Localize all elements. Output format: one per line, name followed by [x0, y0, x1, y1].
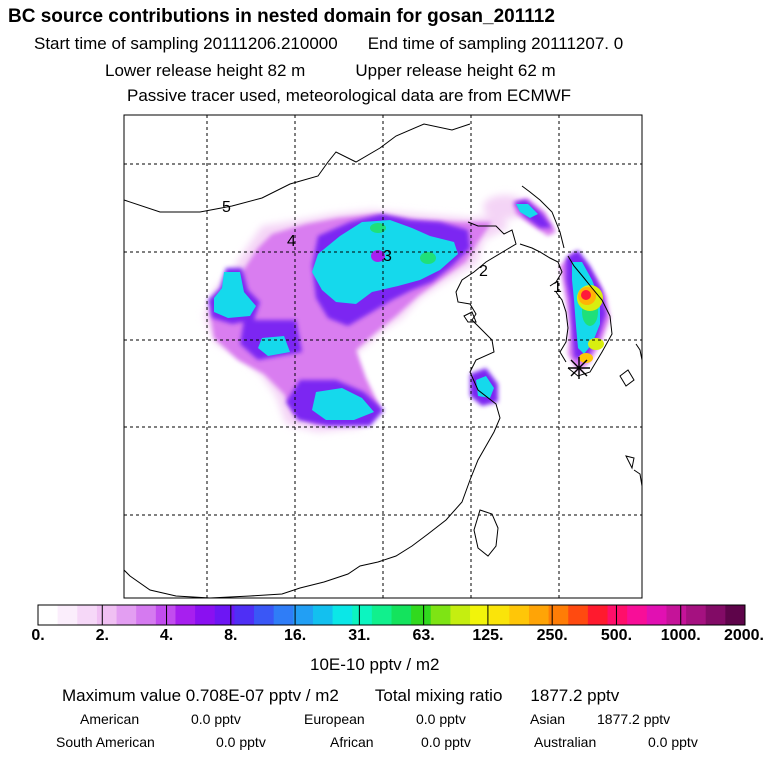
colorbar-swatch [470, 605, 491, 625]
maximum-value: Maximum value 0.708E-07 pptv / m2 [62, 686, 339, 705]
australian-label: Australian [534, 734, 597, 750]
tracer-note: Passive tracer used, meteorological data… [127, 86, 572, 105]
colorbar-tick-label: 250. [536, 627, 568, 644]
total-mixing-ratio-label: Total mixing ratio [374, 686, 503, 705]
colorbar-swatch [332, 605, 353, 625]
lat-lon-grid [124, 115, 642, 598]
region-label-1: 1 [553, 279, 562, 296]
colorbar-swatch [509, 605, 530, 625]
colorbar-unit: 10E-10 pptv / m2 [310, 655, 440, 674]
colorbar-tick-label: 2. [95, 627, 109, 644]
map-frame [123, 114, 643, 599]
start-time: Start time of sampling 20111206.210000 [34, 34, 338, 53]
asian-value: 1877.2 pptv [597, 711, 671, 727]
colorbar-swatch [96, 605, 118, 625]
release-heights: Lower release height 82 m Upper release h… [105, 61, 556, 81]
colorbar [37, 604, 746, 626]
plume-hotspot [577, 285, 604, 363]
colorbar-swatch [627, 605, 648, 625]
colorbar-swatch [548, 605, 569, 625]
colorbar-swatch [489, 605, 510, 625]
american-label: American [80, 711, 140, 727]
colorbar-tick-label: 1000. [660, 627, 701, 644]
colorbar-swatch [57, 605, 78, 625]
colorbar-tick-label: 4. [159, 627, 174, 644]
colorbar-swatch [254, 605, 275, 625]
colorbar-swatch [293, 605, 314, 625]
colorbar-tick-label: 8. [224, 627, 238, 644]
european-value: 0.0 pptv [416, 711, 466, 727]
chart-title: BC source contributions in nested domain… [8, 6, 555, 27]
asian-label: Asian [530, 711, 566, 727]
region-label-4: 4 [287, 233, 296, 250]
colorbar-tick-label: 500. [600, 627, 633, 644]
colorbar-swatch [38, 605, 59, 625]
plume-peak-3 [371, 250, 385, 262]
colorbar-swatch [528, 605, 550, 625]
colorbar-swatch [234, 605, 255, 625]
colorbar-swatch [136, 605, 157, 625]
colorbar-swatch [391, 605, 412, 625]
colorbar-swatch [725, 605, 746, 625]
colorbar-tick-label: 2000. [723, 627, 764, 644]
colorbar-swatch [686, 605, 707, 625]
south-american-value: 0.0 pptv [216, 734, 266, 750]
region-label-3: 3 [383, 248, 392, 265]
colorbar-swatch [587, 605, 609, 625]
colorbar-swatch [430, 605, 451, 625]
australian-value: 0.0 pptv [648, 734, 698, 750]
american-value: 0.0 pptv [191, 711, 241, 727]
sampling-times: Start time of sampling 20111206.210000 En… [34, 34, 623, 54]
colorbar-tick-label: 31. [348, 627, 371, 644]
colorbar-frame [37, 604, 746, 626]
colorbar-tick-label: 16. [283, 627, 307, 644]
region-label-5: 5 [222, 199, 231, 216]
colorbar-swatch [568, 605, 589, 625]
south-american-label: South American [56, 734, 155, 750]
colorbar-swatch [646, 605, 667, 625]
colorbar-swatch [116, 605, 137, 625]
colorbar-swatch [195, 605, 216, 625]
star-icon [568, 357, 590, 379]
colorbar-swatch [666, 605, 687, 625]
colorbar-swatch [77, 605, 98, 625]
african-value: 0.0 pptv [421, 734, 471, 750]
colorbar-swatch [352, 605, 373, 625]
colorbar-swatch [705, 605, 726, 625]
colorbar-tick-label: 125. [472, 627, 504, 644]
colorbar-tick-label: 63. [412, 627, 435, 644]
colorbar-swatch [411, 605, 432, 625]
colorbar-swatch [450, 605, 471, 625]
colorbar-tick-label: 0. [31, 627, 45, 644]
european-label: European [304, 711, 365, 727]
plume-field [204, 195, 610, 432]
african-label: African [330, 734, 374, 750]
colorbar-swatch [312, 605, 334, 625]
lower-release-height: Lower release height 82 m [105, 61, 306, 80]
end-time: End time of sampling 20111207. 0 [367, 34, 624, 53]
colorbar-swatch [214, 605, 235, 625]
colorbar-swatch [273, 605, 294, 625]
colorbar-swatch [371, 605, 392, 625]
total-mixing-ratio-value: 1877.2 pptv [530, 686, 620, 705]
coastlines [124, 123, 642, 598]
colorbar-swatch [155, 605, 176, 625]
colorbar-swatch [175, 605, 196, 625]
upper-release-height: Upper release height 62 m [355, 61, 556, 80]
colorbar-swatch [607, 605, 628, 625]
summary-max-total: Maximum value 0.708E-07 pptv / m2 Total m… [62, 686, 619, 706]
region-label-2: 2 [479, 263, 488, 280]
